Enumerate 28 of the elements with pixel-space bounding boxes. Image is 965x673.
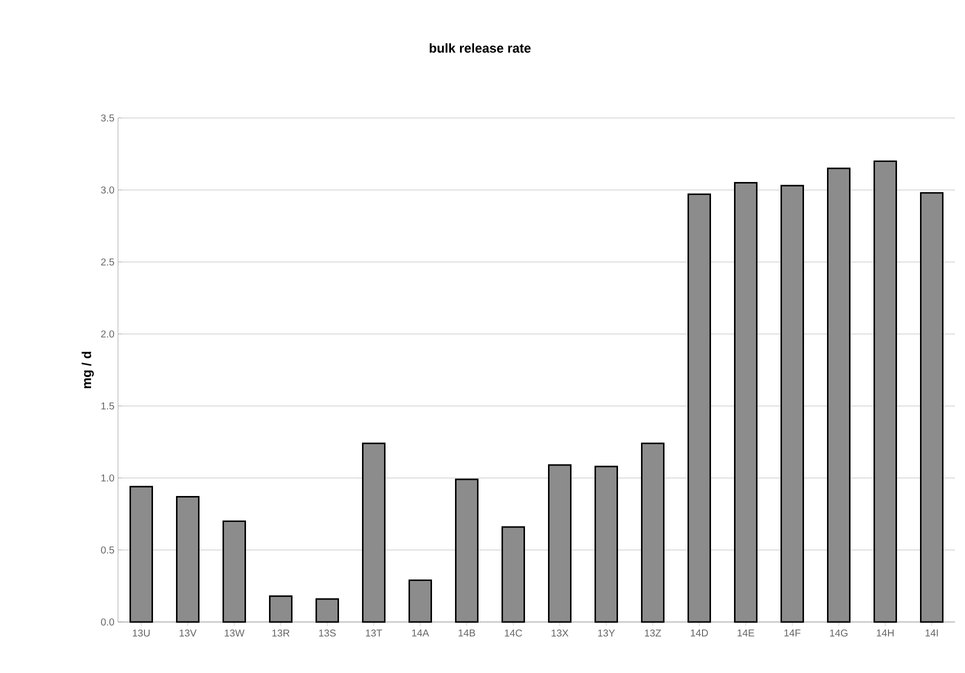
x-tick-label: 13Y bbox=[598, 630, 615, 637]
y-tick-label: 3.5 bbox=[101, 114, 114, 122]
x-tick-label: 13U bbox=[132, 630, 150, 637]
x-tick-label: 13Z bbox=[644, 630, 662, 637]
x-tick-label: 14F bbox=[784, 630, 800, 636]
x-tick-label: 13X bbox=[552, 630, 568, 637]
x-tick-label: 13R bbox=[272, 630, 290, 637]
chart-title: bulk release rate bbox=[430, 43, 531, 53]
x-tick-label: 14G bbox=[830, 630, 848, 637]
x-tick-label: 13V bbox=[180, 630, 197, 637]
x-tick-label: 13W bbox=[224, 630, 244, 637]
x-tick-label: 14I bbox=[926, 630, 938, 636]
y-tick-label: 1.0 bbox=[101, 474, 114, 482]
y-tick-label: 0.0 bbox=[101, 618, 114, 626]
x-tick-label: 13S bbox=[319, 630, 336, 637]
y-tick-label: 3.0 bbox=[101, 186, 114, 194]
x-tick-label: 13T bbox=[366, 630, 382, 637]
x-tick-label: 14B bbox=[458, 630, 476, 636]
y-tick-label: 2.0 bbox=[101, 330, 114, 338]
x-tick-label: 14H bbox=[876, 630, 894, 636]
x-tick-label: 14D bbox=[690, 630, 708, 636]
x-tick-label: 14C bbox=[504, 630, 522, 637]
y-axis-title: mg / d bbox=[82, 352, 94, 388]
y-tick-label: 1.5 bbox=[101, 402, 114, 410]
x-tick-label: 14E bbox=[738, 630, 754, 636]
y-tick-label: 0.5 bbox=[101, 546, 114, 554]
y-tick-label: 2.5 bbox=[101, 258, 114, 266]
x-tick-label: 14A bbox=[412, 630, 430, 636]
